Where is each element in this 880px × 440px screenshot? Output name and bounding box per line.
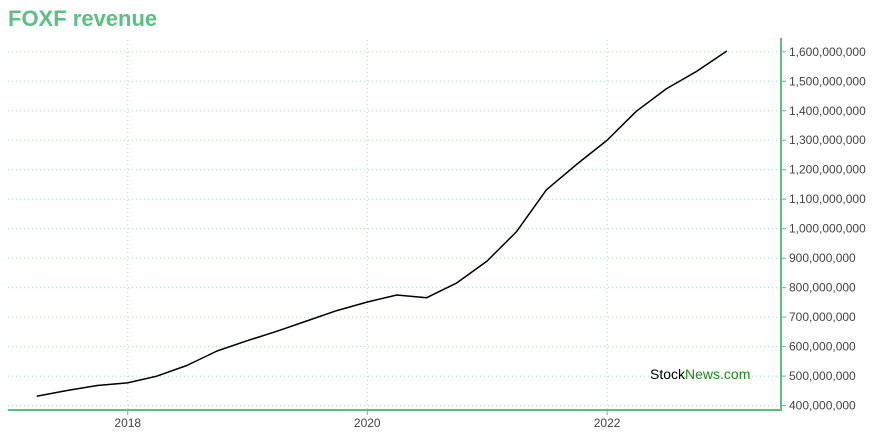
y-tick-label: 1,300,000,000 [789, 133, 866, 147]
axes [8, 38, 782, 411]
revenue-data-point [695, 70, 697, 73]
revenue-data-point [216, 350, 218, 352]
y-tick-label: 1,200,000,000 [789, 163, 866, 177]
revenue-data-point [665, 88, 667, 90]
revenue-data-point [366, 301, 368, 303]
y-axis-ticks: 400,000,000 500,000,000 600,000,000 700,000… [781, 45, 866, 413]
watermark: StockNews.com [650, 366, 750, 382]
y-tick-label: 1,000,000,000 [789, 222, 866, 236]
x-tick-label: 2020 [354, 416, 381, 430]
revenue-data-point [575, 163, 578, 166]
y-tick-label: 500,000,000 [789, 369, 856, 383]
y-tick-label: 1,100,000,000 [789, 192, 866, 206]
revenue-data-point [66, 389, 68, 392]
series-group [36, 50, 728, 397]
y-tick-label: 900,000,000 [789, 251, 856, 265]
gridlines [8, 40, 781, 410]
revenue-data-point [96, 384, 98, 387]
revenue-data-point [396, 294, 398, 296]
revenue-data-point [456, 282, 458, 284]
y-tick-label: 400,000,000 [789, 399, 856, 413]
watermark-com: .com [720, 366, 750, 382]
y-tick-label: 600,000,000 [789, 340, 856, 354]
y-tick-label: 700,000,000 [789, 310, 856, 324]
x-tick-label: 2018 [114, 416, 141, 430]
y-tick-label: 1,500,000,000 [789, 74, 866, 88]
chart-title: FOXF revenue [8, 6, 158, 31]
revenue-data-point [276, 330, 278, 332]
revenue-data-point [486, 260, 488, 262]
y-tick-label: 1,600,000,000 [789, 45, 866, 59]
revenue-data-point [515, 231, 518, 233]
revenue-data-point [36, 395, 38, 397]
revenue-data-point [725, 50, 728, 52]
x-axis-ticks: 2018 2020 2022 [114, 410, 621, 430]
revenue-data-point [336, 310, 338, 312]
revenue-data-point [545, 189, 548, 191]
revenue-data-point [305, 320, 308, 322]
x-tick-label: 2022 [594, 416, 621, 430]
revenue-data-point [246, 340, 248, 342]
revenue-data-point [606, 139, 608, 142]
watermark-stock: Stock [650, 366, 686, 382]
revenue-data-point [186, 364, 188, 367]
revenue-data-point [156, 375, 158, 377]
watermark-news: News [685, 366, 720, 382]
revenue-data-point [426, 297, 428, 299]
y-tick-label: 800,000,000 [789, 281, 856, 295]
revenue-series-line [37, 50, 727, 397]
revenue-data-point [126, 382, 129, 384]
y-tick-label: 1,400,000,000 [789, 104, 866, 118]
revenue-data-point [635, 110, 637, 112]
